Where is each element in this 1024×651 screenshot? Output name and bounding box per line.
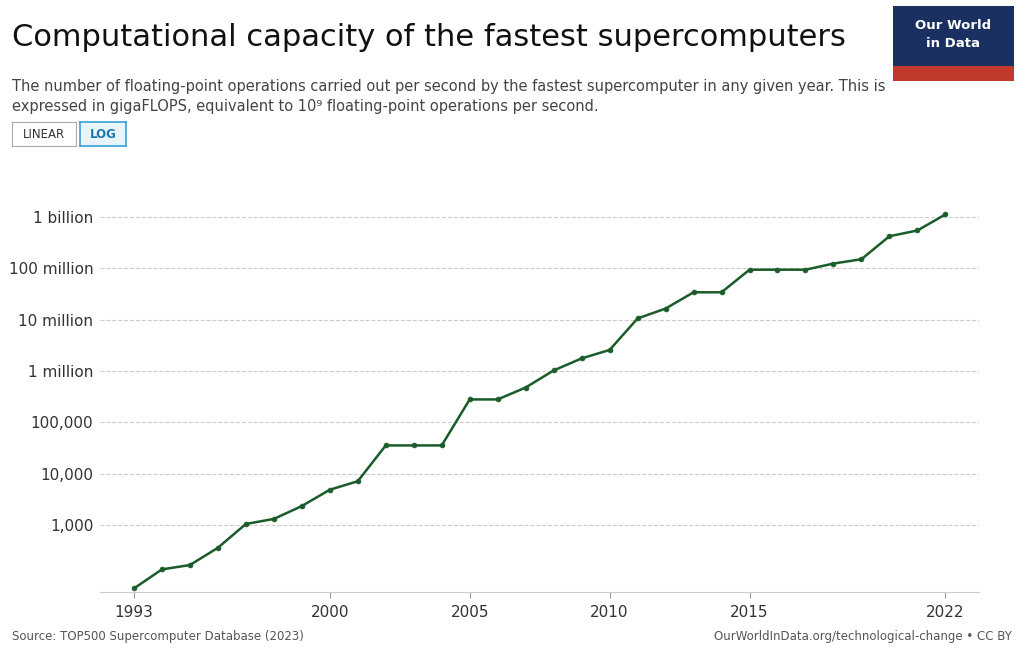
Text: LINEAR: LINEAR [23, 128, 66, 141]
Bar [893, 66, 1014, 81]
Text: Computational capacity of the fastest supercomputers: Computational capacity of the fastest su… [12, 23, 846, 52]
Text: The number of floating-point operations carried out per second by the fastest su: The number of floating-point operations … [12, 79, 886, 94]
Text: LOG: LOG [89, 128, 117, 141]
Text: Source: TOP500 Supercomputer Database (2023): Source: TOP500 Supercomputer Database (2… [12, 630, 304, 643]
Text: Our World: Our World [915, 19, 991, 32]
Text: expressed in gigaFLOPS, equivalent to 10⁹ floating-point operations per second.: expressed in gigaFLOPS, equivalent to 10… [12, 99, 599, 114]
Text: in Data: in Data [927, 37, 980, 49]
Text: OurWorldInData.org/technological-change • CC BY: OurWorldInData.org/technological-change … [714, 630, 1012, 643]
